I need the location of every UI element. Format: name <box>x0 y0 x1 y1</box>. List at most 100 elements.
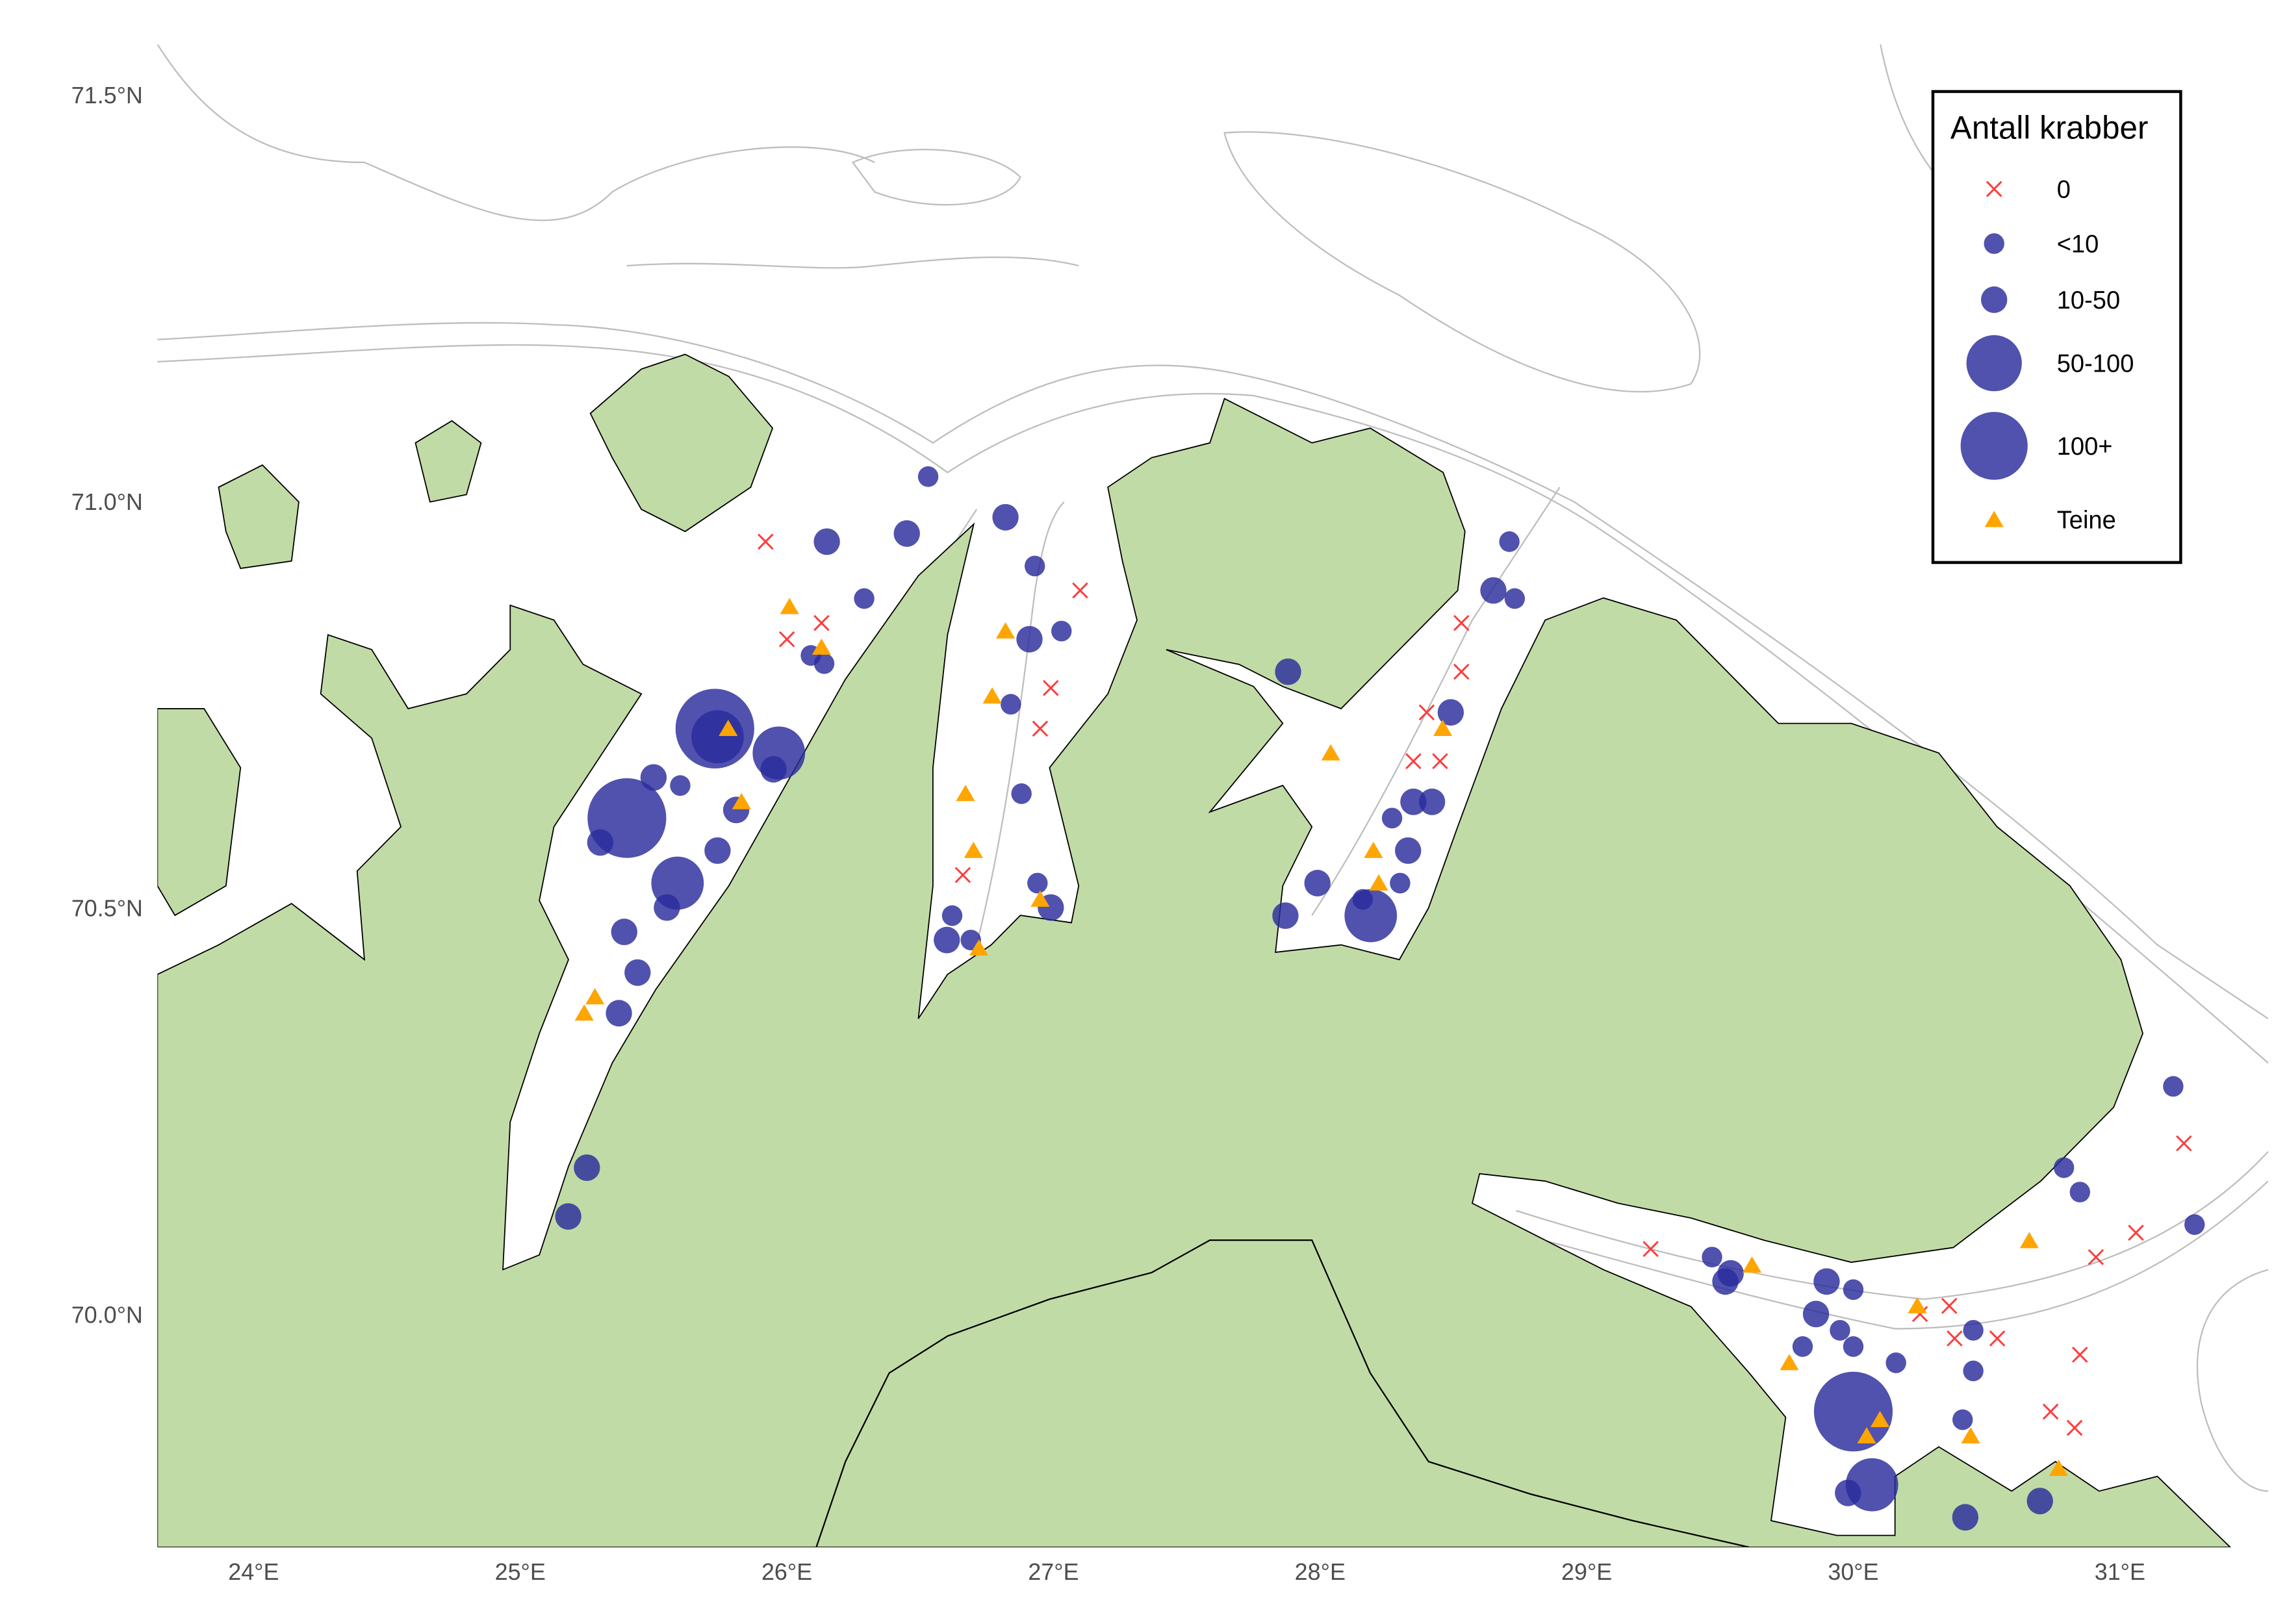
catch-circle-s <box>1952 1409 1973 1430</box>
zero-catch-cross-icon <box>954 867 971 883</box>
legend-label: <10 <box>2057 230 2099 258</box>
trap-triangle-icon <box>1857 1427 1876 1443</box>
catch-circle-m <box>1275 658 1301 685</box>
zero-catch-cross-icon <box>1453 663 1470 680</box>
catch-circle-s <box>1843 1336 1864 1357</box>
trap-triangle-icon <box>780 598 799 615</box>
x-axis-ticks: 24°E 25°E 26°E 27°E 28°E 29°E 30°E 31°E <box>228 1558 2145 1585</box>
catch-circle-m <box>1016 626 1043 653</box>
catch-circle-s <box>1390 872 1411 894</box>
catch-circle-s <box>1702 1247 1722 1268</box>
zero-catch-cross-icon <box>1941 1297 1958 1314</box>
zero-catch-cross-icon <box>1947 1330 1963 1347</box>
catch-circle-m <box>704 837 731 864</box>
catch-circle-m <box>1952 1504 1979 1531</box>
catch-circle-s <box>1792 1336 1813 1357</box>
legend-label: 100+ <box>2057 433 2113 461</box>
catch-circle-m <box>654 894 680 921</box>
trap-triangle-icon <box>732 793 751 809</box>
zero-catch-cross-icon <box>1989 1330 2006 1347</box>
catch-circle-s <box>1499 531 1520 552</box>
catch-circle-m <box>934 926 960 954</box>
catch-circle-m <box>2026 1488 2053 1515</box>
trap-triangle-icon <box>1780 1354 1799 1371</box>
legend-circle-icon <box>1981 286 2008 313</box>
trap-triangle-icon <box>574 1004 594 1021</box>
zero-catch-cross-icon <box>2088 1249 2104 1265</box>
legend-title: Antall krabber <box>1950 109 2149 146</box>
catch-circle-m <box>1272 902 1299 930</box>
catch-circle-s <box>2184 1214 2205 1236</box>
x-tick-label: 27°E <box>1028 1558 1079 1585</box>
catch-circle-s <box>1963 1360 1984 1382</box>
legend-cross-icon <box>1986 181 2002 197</box>
catch-circle-m <box>1437 699 1464 726</box>
trap-triangle-icon <box>1321 744 1340 761</box>
catch-circle-s <box>1830 1319 1850 1341</box>
x-tick-label: 26°E <box>761 1558 812 1585</box>
catch-circle-s <box>1001 694 1021 715</box>
trap-triangle-icon <box>811 638 832 655</box>
catch-circle-m <box>1418 788 1446 815</box>
catch-circle-s <box>2053 1157 2075 1178</box>
zero-catch-cross-icon <box>2066 1419 2083 1436</box>
zero-catch-cross-icon <box>1032 720 1049 737</box>
island <box>589 353 774 533</box>
zero-catch-cross-icon <box>758 533 774 550</box>
zero-catch-cross-icon <box>1072 582 1088 599</box>
x-tick-label: 25°E <box>495 1558 546 1585</box>
land-mass <box>157 398 2231 1547</box>
zero-catch-cross-icon <box>1453 615 1470 631</box>
catch-circle-s <box>1027 872 1048 894</box>
x-tick-label: 30°E <box>1828 1558 1878 1585</box>
catch-circle-m <box>760 755 787 783</box>
zero-catch-cross-icon <box>1043 679 1059 696</box>
catch-circle-s <box>670 775 691 796</box>
legend-circle-icon <box>1984 233 2004 254</box>
legend: Antall krabber 0 <10 10-50 50-100 100+ Teine <box>1931 90 2182 565</box>
trap-triangle-icon <box>2049 1460 2069 1477</box>
catch-circle-m <box>1400 788 1427 815</box>
catch-circle-m <box>587 829 614 856</box>
country-border <box>815 1239 1750 1547</box>
trap-triangle-icon <box>995 622 1016 639</box>
trap-triangle-icon <box>2019 1232 2039 1249</box>
map-panel <box>157 44 2269 1547</box>
catch-circle-xl <box>1813 1371 1893 1452</box>
catch-circle-s <box>1011 783 1032 804</box>
catch-circle-m <box>1802 1300 1830 1328</box>
catch-circle-m <box>1712 1268 1739 1295</box>
catch-circle-s <box>1051 620 1072 642</box>
zero-catch-cross-icon <box>2176 1135 2192 1152</box>
catch-circle-s <box>1963 1319 1984 1341</box>
legend-label: 0 <box>2057 175 2071 203</box>
catch-circle-m <box>574 1154 600 1182</box>
x-tick-label: 31°E <box>2095 1558 2145 1585</box>
zero-catch-cross-icon <box>2042 1403 2059 1420</box>
catch-circle-s <box>854 588 875 609</box>
catch-circle-m <box>1480 577 1507 604</box>
trap-triangle-icon <box>982 687 1002 704</box>
island <box>415 420 482 503</box>
catch-circle-s <box>1025 555 1045 577</box>
x-tick-label: 28°E <box>1295 1558 1346 1585</box>
y-tick-label: 71.5°N <box>71 82 143 108</box>
trap-triangle-icon <box>1908 1297 1927 1313</box>
catch-circle-m <box>624 959 651 986</box>
catch-circle-l <box>691 710 744 764</box>
zero-catch-cross-icon <box>1418 704 1435 721</box>
catch-circle-s <box>1885 1352 1906 1373</box>
trap-triangle-icon <box>719 720 738 737</box>
legend-triangle-icon <box>1984 511 2004 527</box>
catch-circle-m <box>1835 1479 1861 1506</box>
catch-circle-m <box>606 1000 632 1027</box>
catch-circle-m <box>1813 1268 1840 1295</box>
trap-triangle-icon <box>1870 1410 1890 1427</box>
trap-triangle-icon <box>585 988 605 1005</box>
catch-circle-s <box>813 653 835 674</box>
island <box>157 708 242 917</box>
catch-circle-l <box>1344 889 1398 943</box>
catch-circle-m <box>893 520 920 547</box>
trap-triangle-icon <box>1742 1256 1762 1273</box>
